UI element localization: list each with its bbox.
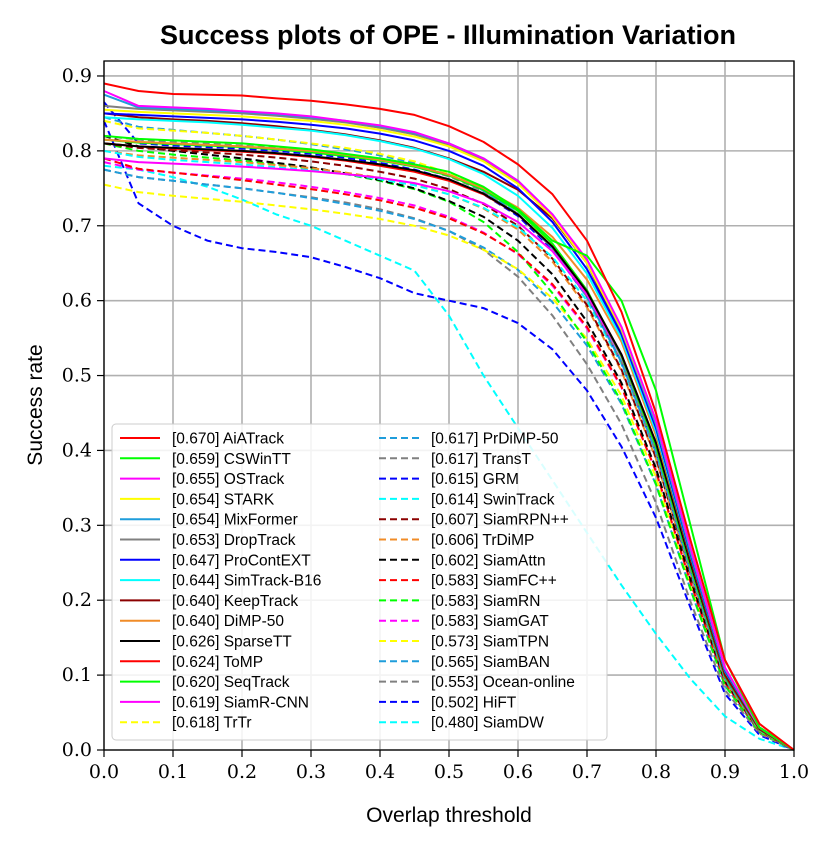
legend-label: [0.480] SiamDW <box>431 715 544 732</box>
legend-label: [0.565] SiamBAN <box>431 654 550 671</box>
legend-label: [0.654] STARK <box>172 491 275 508</box>
x-tick-label: 0.7 <box>572 761 602 783</box>
series-line <box>103 183 795 751</box>
legend-label: [0.606] TrDiMP <box>431 532 534 549</box>
legend-label: [0.583] SiamGAT <box>431 613 549 630</box>
series-line <box>103 142 795 751</box>
legend-label: [0.602] SiamAttn <box>431 552 546 569</box>
axis-ticks: 0.0 0.1 0.2 0.3 0.4 0.5 0.6 0.7 0.8 0.9 1.0 0.0 0.1 0… <box>62 65 809 783</box>
series-line <box>103 149 795 751</box>
y-tick-label: 0.4 <box>62 439 92 461</box>
y-tick-label: 0.1 <box>62 664 92 686</box>
legend-label: [0.654] MixFormer <box>172 512 298 529</box>
legend-label: [0.573] SiamTPN <box>431 634 549 651</box>
legend-label: [0.659] CSWinTT <box>172 451 291 468</box>
legend-label: [0.583] SiamFC++ <box>431 573 557 590</box>
series-lines <box>103 82 795 751</box>
x-tick-label: 0.2 <box>227 761 257 783</box>
chart-title: Success plots of OPE - Illumination Vari… <box>160 20 736 50</box>
series-line <box>103 82 795 751</box>
series-line <box>103 142 795 751</box>
series-line <box>103 134 795 751</box>
y-axis-label: Success rate <box>24 344 47 465</box>
x-tick-label: 0.5 <box>434 761 464 783</box>
x-tick-label: 0.6 <box>503 761 533 783</box>
legend-label: [0.620] SeqTrack <box>172 674 290 691</box>
legend-label: [0.617] TransT <box>431 451 531 468</box>
legend-label: [0.607] SiamRPN++ <box>431 512 569 529</box>
y-tick-label: 0.8 <box>62 140 92 162</box>
legend-label: [0.615] GRM <box>431 471 519 488</box>
legend: [0.670] AiATrack [0.659] CSWinTT [0.655] O… <box>111 423 608 741</box>
series-line <box>103 90 795 751</box>
series-line <box>103 142 795 751</box>
legend-label: [0.653] DropTrack <box>172 532 296 549</box>
series-line <box>103 120 795 751</box>
y-tick-label: 0.7 <box>62 215 92 237</box>
x-tick-label: 0.1 <box>158 761 188 783</box>
legend-box <box>111 423 608 741</box>
legend-label: [0.618] TrTr <box>172 715 252 732</box>
legend-label: [0.644] SimTrack-B16 <box>172 573 321 590</box>
legend-label: [0.640] DiMP-50 <box>172 613 284 630</box>
legend-label: [0.614] SwinTrack <box>431 491 555 508</box>
x-tick-label: 0.0 <box>89 761 119 783</box>
series-line <box>103 134 795 751</box>
legend-label: [0.619] SiamR-CNN <box>172 694 309 711</box>
y-tick-label: 0.9 <box>62 65 92 87</box>
series-line <box>103 164 795 751</box>
legend-label: [0.624] ToMP <box>172 654 263 671</box>
legend-label: [0.502] HiFT <box>431 694 517 711</box>
y-tick-label: 0.5 <box>62 365 92 387</box>
legend-label: [0.647] ProContEXT <box>172 552 311 569</box>
legend-label: [0.640] KeepTrack <box>172 593 298 610</box>
legend-label: [0.655] OSTrack <box>172 471 285 488</box>
legend-label: [0.583] SiamRN <box>431 593 540 610</box>
x-tick-label: 0.9 <box>710 761 740 783</box>
legend-label: [0.553] Ocean-online <box>431 674 575 691</box>
legend-label: [0.617] PrDiMP-50 <box>431 431 559 448</box>
y-tick-label: 0.6 <box>62 290 92 312</box>
x-tick-label: 0.4 <box>365 761 395 783</box>
x-tick-label: 0.8 <box>641 761 671 783</box>
series-line <box>103 134 795 751</box>
y-tick-label: 0.0 <box>62 739 92 761</box>
legend-label: [0.670] AiATrack <box>172 431 284 448</box>
x-axis-label: Overlap threshold <box>366 804 532 827</box>
y-tick-label: 0.3 <box>62 514 92 536</box>
x-tick-label: 1.0 <box>779 761 809 783</box>
x-tick-label: 0.3 <box>296 761 326 783</box>
y-tick-label: 0.2 <box>62 589 92 611</box>
series-line <box>103 119 795 751</box>
legend-label: [0.626] SparseTT <box>172 634 292 651</box>
